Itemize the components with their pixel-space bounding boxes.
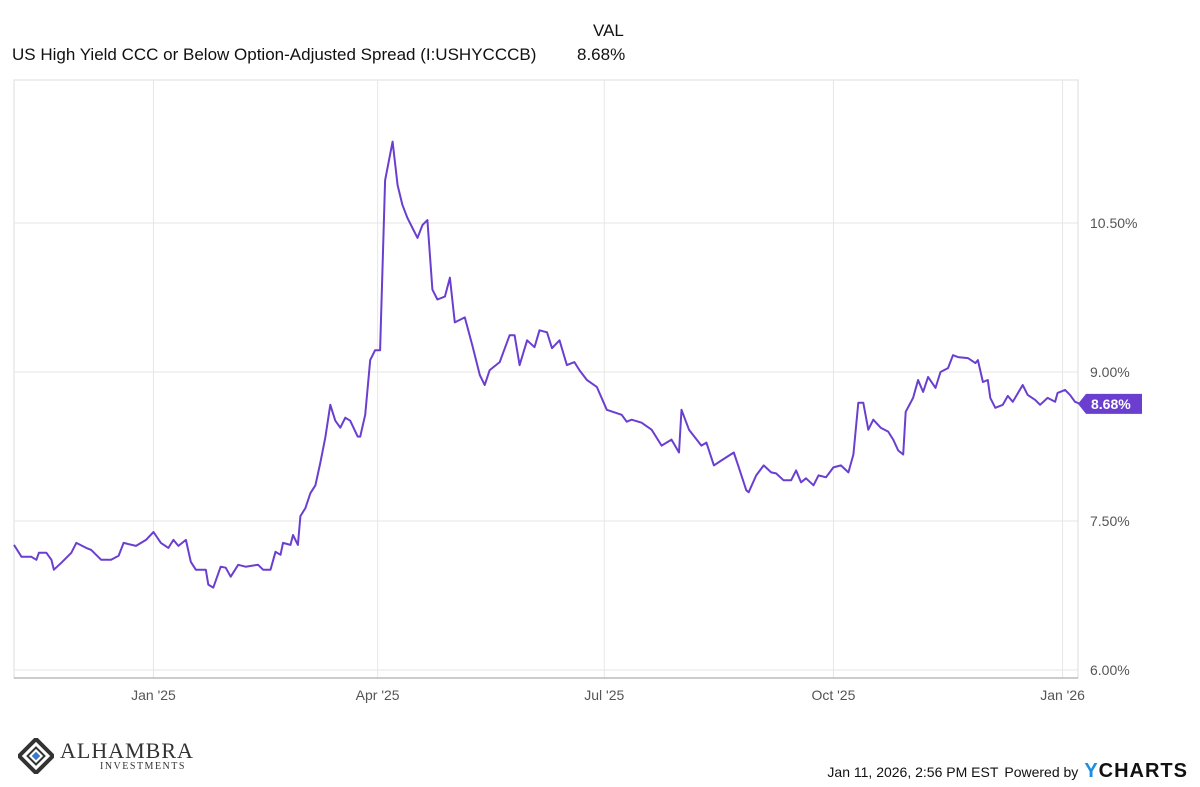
logo-subtitle: INVESTMENTS bbox=[100, 761, 186, 772]
y-tick-label: 6.00% bbox=[1090, 662, 1130, 678]
logo-name: ALHAMBRA bbox=[60, 738, 194, 763]
last-value-label: 8.68% bbox=[1091, 396, 1131, 412]
x-tick-label: Jan '26 bbox=[1040, 687, 1085, 703]
value-column-header: VAL bbox=[593, 21, 624, 40]
series-line bbox=[13, 140, 1081, 589]
timestamp: Jan 11, 2026, 2:56 PM EST bbox=[827, 763, 999, 780]
ycharts-logo-text: CHARTS bbox=[1098, 760, 1188, 782]
series-name[interactable]: US High Yield CCC or Below Option-Adjust… bbox=[12, 45, 537, 64]
alhambra-diamond-icon bbox=[18, 738, 54, 774]
x-tick-label: Jan '25 bbox=[131, 687, 176, 703]
y-tick-label: 7.50% bbox=[1090, 513, 1130, 529]
y-tick-label: 10.50% bbox=[1090, 215, 1137, 231]
series-latest-value: 8.68% bbox=[577, 45, 626, 64]
powered-by-text: Powered by bbox=[1004, 763, 1079, 780]
x-tick-label: Apr '25 bbox=[356, 687, 400, 703]
alhambra-logo: ALHAMBRA INVESTMENTS bbox=[18, 738, 194, 774]
ycharts-logo[interactable]: YCHARTS bbox=[1084, 760, 1188, 783]
line-chart: 6.00% 7.50% 9.00% 10.50% Jan '25 Apr '25 Jul '… bbox=[13, 79, 1142, 703]
y-tick-label: 9.00% bbox=[1090, 364, 1130, 380]
footer: Jan 11, 2026, 2:56 PM EST Powered by YCH… bbox=[827, 760, 1188, 783]
x-tick-label: Oct '25 bbox=[811, 687, 855, 703]
last-value-tag bbox=[1078, 393, 1142, 414]
x-tick-label: Jul '25 bbox=[584, 687, 624, 703]
plot-area bbox=[13, 79, 1079, 679]
ycharts-logo-y: Y bbox=[1084, 760, 1099, 782]
